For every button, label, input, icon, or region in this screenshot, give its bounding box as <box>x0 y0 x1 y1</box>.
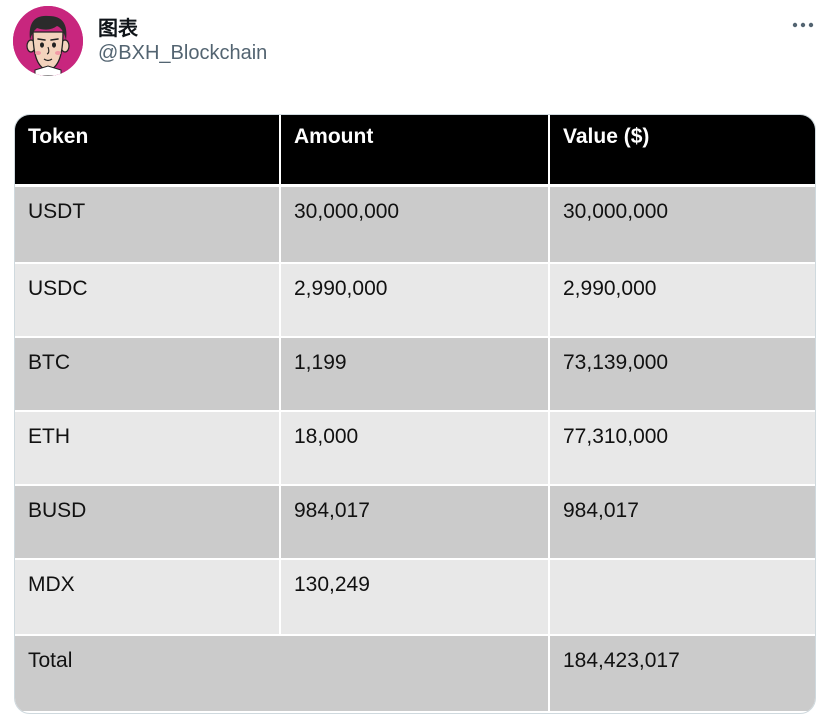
cell-value: 2,990,000 <box>549 262 815 337</box>
token-table: Token Amount Value ($) USDT 30,000,000 3… <box>15 115 815 711</box>
table-row: ETH 18,000 77,310,000 <box>15 410 815 485</box>
cell-amount: 1,199 <box>280 336 550 411</box>
tweet-media-image[interactable]: Token Amount Value ($) USDT 30,000,000 3… <box>14 114 816 714</box>
cell-value: 77,310,000 <box>549 410 815 485</box>
column-header-token: Token <box>15 115 281 187</box>
cell-value <box>549 558 815 635</box>
total-label: Total <box>15 634 550 711</box>
author-handle[interactable]: @BXH_Blockchain <box>98 42 268 64</box>
cell-amount: 30,000,000 <box>280 184 550 263</box>
cell-token: BTC <box>15 336 281 411</box>
total-value: 184,423,017 <box>549 634 815 711</box>
table-header-row: Token Amount Value ($) <box>15 115 815 187</box>
column-header-value: Value ($) <box>549 115 815 187</box>
avatar[interactable] <box>13 6 83 76</box>
table-row: USDC 2,990,000 2,990,000 <box>15 262 815 337</box>
cell-value: 30,000,000 <box>549 184 815 263</box>
cell-value: 73,139,000 <box>549 336 815 411</box>
cell-amount: 18,000 <box>280 410 550 485</box>
tweet-header: 图表 @BXH_Blockchain <box>0 0 832 100</box>
cell-token: MDX <box>15 558 281 635</box>
table-row: USDT 30,000,000 30,000,000 <box>15 184 815 263</box>
cell-amount: 130,249 <box>280 558 550 635</box>
cell-amount: 984,017 <box>280 484 550 559</box>
cell-token: USDT <box>15 184 281 263</box>
cell-token: USDC <box>15 262 281 337</box>
table-row: BUSD 984,017 984,017 <box>15 484 815 559</box>
more-horizontal-icon[interactable] <box>790 12 816 38</box>
table-total-row: Total 184,423,017 <box>15 634 815 711</box>
table-row: BTC 1,199 73,139,000 <box>15 336 815 411</box>
column-header-amount: Amount <box>280 115 550 187</box>
cell-token: ETH <box>15 410 281 485</box>
author-name[interactable]: 图表 <box>98 16 138 40</box>
avatar-cartoon-face-icon <box>13 6 83 76</box>
cell-value: 984,017 <box>549 484 815 559</box>
table-row: MDX 130,249 <box>15 558 815 635</box>
cell-amount: 2,990,000 <box>280 262 550 337</box>
cell-token: BUSD <box>15 484 281 559</box>
